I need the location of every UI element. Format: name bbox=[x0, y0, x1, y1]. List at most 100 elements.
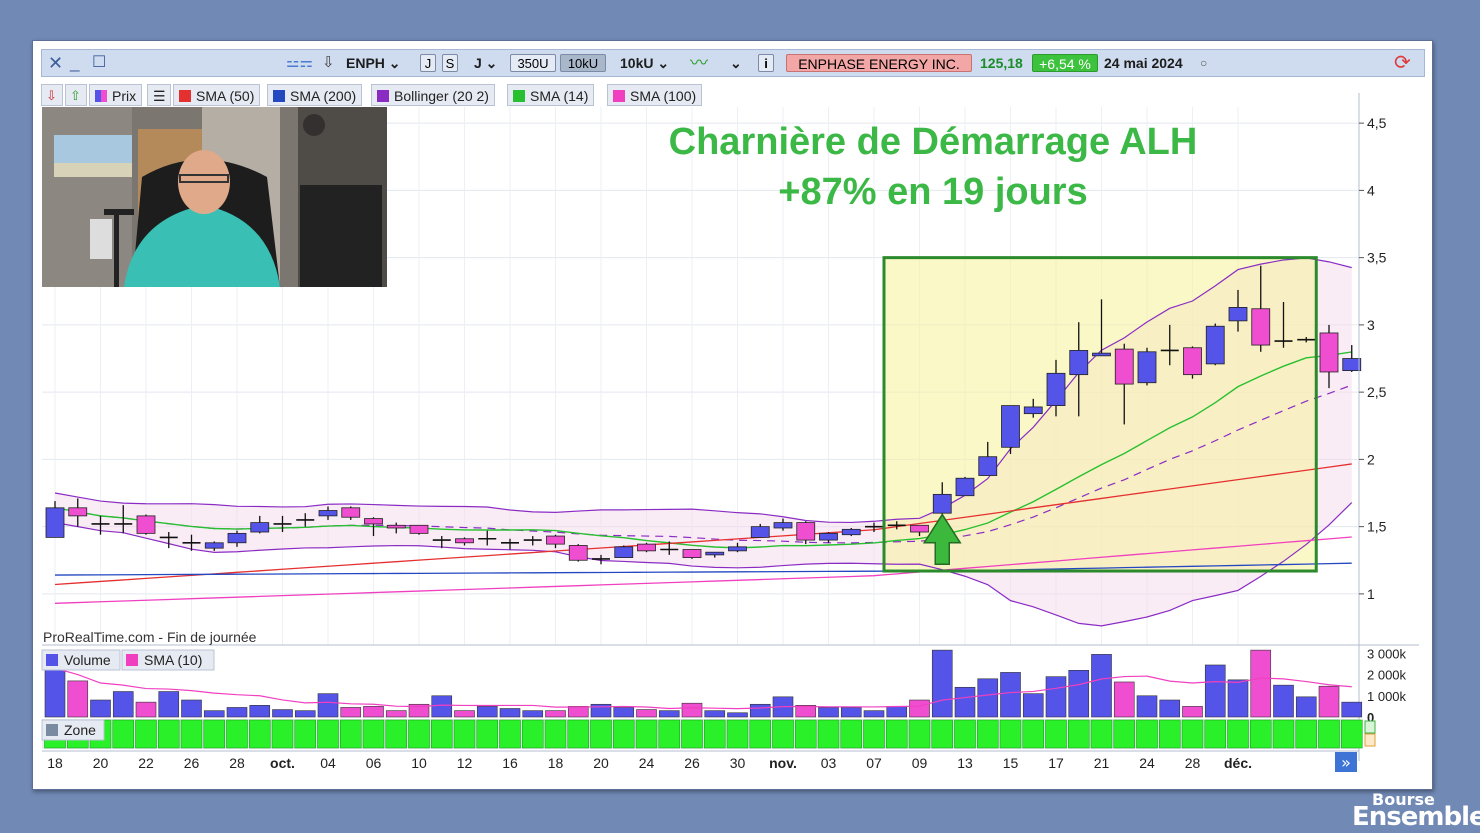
zone-bar bbox=[749, 719, 772, 749]
zone-bar bbox=[180, 719, 203, 749]
candle-body bbox=[728, 546, 747, 552]
volume-axis-label: 2 000k bbox=[1367, 668, 1407, 683]
legend-bollinger[interactable]: Bollinger (20 2) bbox=[371, 84, 495, 106]
remove-indicator-icon[interactable]: ⇩ bbox=[41, 84, 63, 106]
volume-bar bbox=[727, 712, 748, 718]
units-select[interactable]: 10kU ⌄ bbox=[620, 55, 670, 71]
legend-sma100[interactable]: SMA (100) bbox=[607, 84, 703, 106]
units-10k-button[interactable]: 10kU bbox=[560, 54, 606, 72]
list-icon[interactable]: ☰ bbox=[147, 84, 171, 106]
legend-volume-sma-label: SMA (10) bbox=[144, 652, 202, 668]
candle-body bbox=[1092, 352, 1111, 357]
chart-type-icon[interactable]: ⚍⚎ bbox=[286, 54, 313, 71]
zone-bar bbox=[794, 719, 817, 749]
bollinger-lower-line bbox=[54, 502, 1353, 627]
time-axis-label: 03 bbox=[821, 755, 837, 771]
candle-body bbox=[455, 538, 474, 544]
webcam-overlay bbox=[42, 107, 387, 287]
zone-bar bbox=[408, 719, 430, 749]
candle bbox=[1319, 324, 1339, 389]
volume-sma10-line bbox=[54, 667, 1352, 710]
indicator-icon[interactable]: 〰 bbox=[690, 53, 708, 73]
zone-bar bbox=[453, 719, 476, 749]
zone-bar bbox=[999, 719, 1022, 749]
interval-select[interactable]: J ⌄ bbox=[474, 55, 498, 71]
candle bbox=[1092, 299, 1111, 357]
candle bbox=[478, 530, 497, 546]
candle bbox=[568, 544, 588, 562]
volume-bar bbox=[1227, 679, 1249, 718]
candle bbox=[1114, 343, 1134, 425]
time-axis-label: 26 bbox=[184, 755, 200, 771]
zone-bar bbox=[976, 719, 999, 749]
minimize-icon[interactable]: _ bbox=[70, 53, 80, 72]
candle-body bbox=[1319, 332, 1339, 373]
time-axis-label: 28 bbox=[229, 755, 245, 771]
scroll-right-button[interactable]: » bbox=[1335, 752, 1357, 772]
candle-body bbox=[705, 551, 725, 556]
period-week-button[interactable]: S bbox=[442, 54, 458, 72]
legend-price[interactable]: Prix bbox=[89, 84, 143, 106]
candle-body bbox=[1046, 372, 1066, 406]
info-icon[interactable]: i bbox=[758, 54, 774, 72]
volume-bar bbox=[636, 709, 657, 718]
volume-bar bbox=[158, 691, 180, 718]
zone-bar bbox=[1090, 719, 1113, 749]
volume-bar bbox=[545, 710, 566, 718]
refresh-icon[interactable]: ⟳ bbox=[1394, 52, 1411, 74]
zone-bar bbox=[1067, 719, 1090, 749]
zone-bar bbox=[817, 719, 840, 749]
volume-axis-label: 3 000k bbox=[1367, 646, 1407, 661]
candle-body bbox=[568, 545, 588, 561]
legend-sma50[interactable]: SMA (50) bbox=[173, 84, 261, 106]
scroll-lock-icon[interactable]: ⇩ bbox=[322, 54, 335, 71]
period-day-button[interactable]: J bbox=[420, 54, 436, 72]
candle-body bbox=[1342, 358, 1362, 372]
zone-bar bbox=[567, 719, 590, 749]
legend-sma14[interactable]: SMA (14) bbox=[507, 84, 595, 106]
volume-bar bbox=[977, 678, 999, 718]
time-axis-label: 30 bbox=[730, 755, 746, 771]
zone-bar bbox=[954, 719, 976, 749]
zone-bar bbox=[1318, 719, 1340, 749]
zone-bar bbox=[339, 719, 362, 749]
price-axis-label: 2 bbox=[1367, 451, 1375, 467]
volume-bar bbox=[1341, 701, 1363, 718]
highlight-zone-border bbox=[882, 256, 1318, 573]
time-axis-label: 20 bbox=[93, 755, 109, 771]
candle-body bbox=[614, 546, 634, 558]
candle bbox=[455, 537, 474, 546]
candle bbox=[68, 498, 88, 527]
volume-bar bbox=[272, 709, 293, 718]
maximize-icon[interactable]: ☐ bbox=[92, 54, 107, 71]
zone-bar bbox=[1113, 719, 1136, 749]
price-chart[interactable]: 4,5 4 3,5 3 2,5 2 1,5 1 3 000k 2 000k 1 000k 0 Volum… bbox=[33, 41, 1432, 789]
time-axis-label: 20 bbox=[593, 755, 609, 771]
candle-body bbox=[819, 532, 838, 541]
time-axis-label: 15 bbox=[1003, 755, 1019, 771]
status-circle-icon: ○ bbox=[1200, 56, 1208, 70]
brand-logo: Bourse Ensemble bbox=[1350, 788, 1480, 833]
volume-bar bbox=[67, 680, 89, 718]
zone-bar bbox=[271, 719, 294, 749]
legend-sma200[interactable]: SMA (200) bbox=[267, 84, 363, 106]
volume-bar bbox=[203, 710, 225, 718]
legend-volume-label: Volume bbox=[64, 652, 111, 668]
close-icon[interactable]: ✕ bbox=[48, 53, 64, 73]
sma14-line bbox=[54, 351, 1352, 549]
volume-bar bbox=[90, 699, 111, 718]
candle bbox=[318, 506, 338, 520]
ticker-select[interactable]: ENPH ⌄ bbox=[346, 55, 401, 71]
zone-bar bbox=[317, 719, 339, 749]
units-350-button[interactable]: 350U bbox=[510, 54, 556, 72]
price-axis-label: 1,5 bbox=[1367, 519, 1387, 535]
add-indicator-icon[interactable]: ⇧ bbox=[65, 84, 87, 106]
price-axis-label: 1 bbox=[1367, 586, 1375, 602]
volume-bar bbox=[1068, 669, 1090, 718]
volume-bar bbox=[818, 707, 839, 718]
candle-body bbox=[1205, 325, 1225, 365]
zone-bar bbox=[248, 719, 271, 749]
indicator-dropdown-icon[interactable]: ⌄ bbox=[730, 55, 742, 71]
volume-bar bbox=[1159, 699, 1181, 718]
price-axis-label: 4 bbox=[1367, 182, 1375, 198]
